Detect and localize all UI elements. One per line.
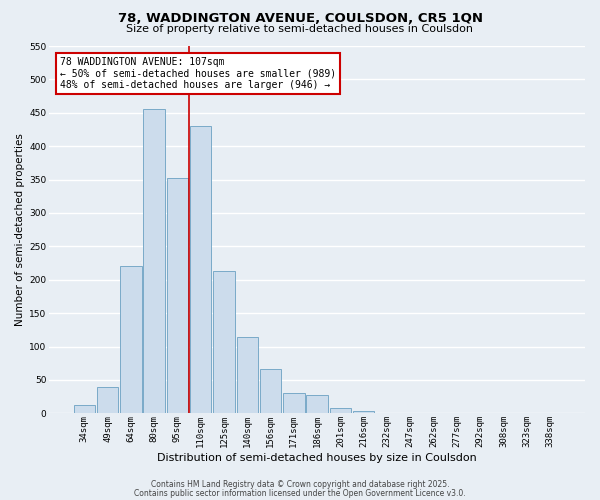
Bar — [283, 394, 305, 413]
Bar — [120, 266, 142, 414]
Text: Contains public sector information licensed under the Open Government Licence v3: Contains public sector information licen… — [134, 488, 466, 498]
Bar — [376, 412, 398, 414]
Bar — [167, 178, 188, 414]
Text: 78 WADDINGTON AVENUE: 107sqm
← 50% of semi-detached houses are smaller (989)
48%: 78 WADDINGTON AVENUE: 107sqm ← 50% of se… — [60, 57, 336, 90]
Bar — [97, 386, 118, 413]
Text: 78, WADDINGTON AVENUE, COULSDON, CR5 1QN: 78, WADDINGTON AVENUE, COULSDON, CR5 1QN — [118, 12, 482, 26]
Bar — [143, 110, 165, 414]
Bar — [74, 406, 95, 413]
Bar — [307, 394, 328, 413]
Bar — [236, 336, 258, 413]
Bar — [353, 412, 374, 414]
Bar — [260, 368, 281, 414]
Text: Contains HM Land Registry data © Crown copyright and database right 2025.: Contains HM Land Registry data © Crown c… — [151, 480, 449, 489]
Text: Size of property relative to semi-detached houses in Coulsdon: Size of property relative to semi-detach… — [127, 24, 473, 34]
Bar — [190, 126, 211, 414]
Bar — [213, 271, 235, 414]
Y-axis label: Number of semi-detached properties: Number of semi-detached properties — [15, 133, 25, 326]
Bar — [329, 408, 351, 414]
X-axis label: Distribution of semi-detached houses by size in Coulsdon: Distribution of semi-detached houses by … — [157, 452, 477, 462]
